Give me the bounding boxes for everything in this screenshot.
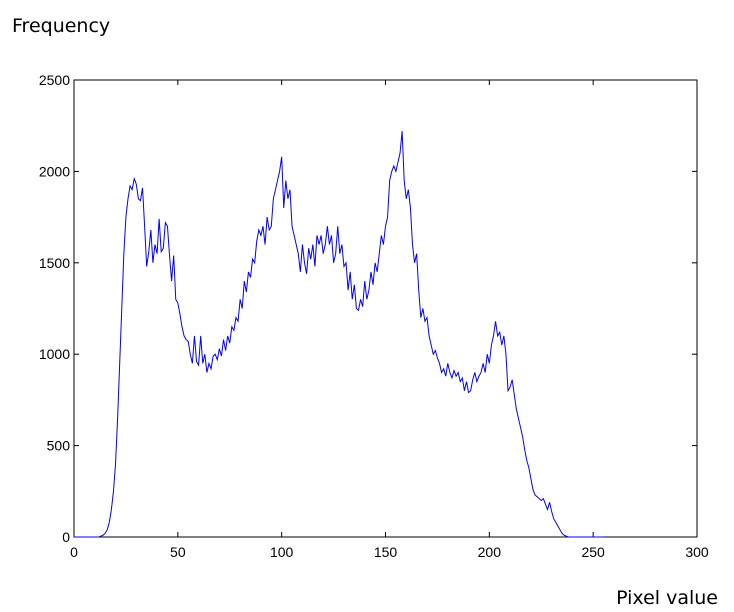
y-tick-label: 500 [47,438,71,454]
x-tick-label: 100 [270,544,294,560]
x-tick-label: 250 [581,544,605,560]
y-tick-label: 1000 [39,346,70,362]
x-tick-label: 50 [170,544,186,560]
x-tick-label: 300 [685,544,709,560]
x-axis-label: Pixel value [616,587,718,609]
x-tick-label: 150 [374,544,398,560]
y-axis-label: Frequency [12,15,110,37]
y-tick-label: 2000 [39,163,70,179]
x-tick-label: 0 [70,544,78,560]
y-tick-label: 0 [62,529,70,545]
y-tick-label: 1500 [39,255,70,271]
y-tick-label: 2500 [39,72,70,88]
x-tick-label: 200 [478,544,502,560]
histogram-line [74,131,604,538]
